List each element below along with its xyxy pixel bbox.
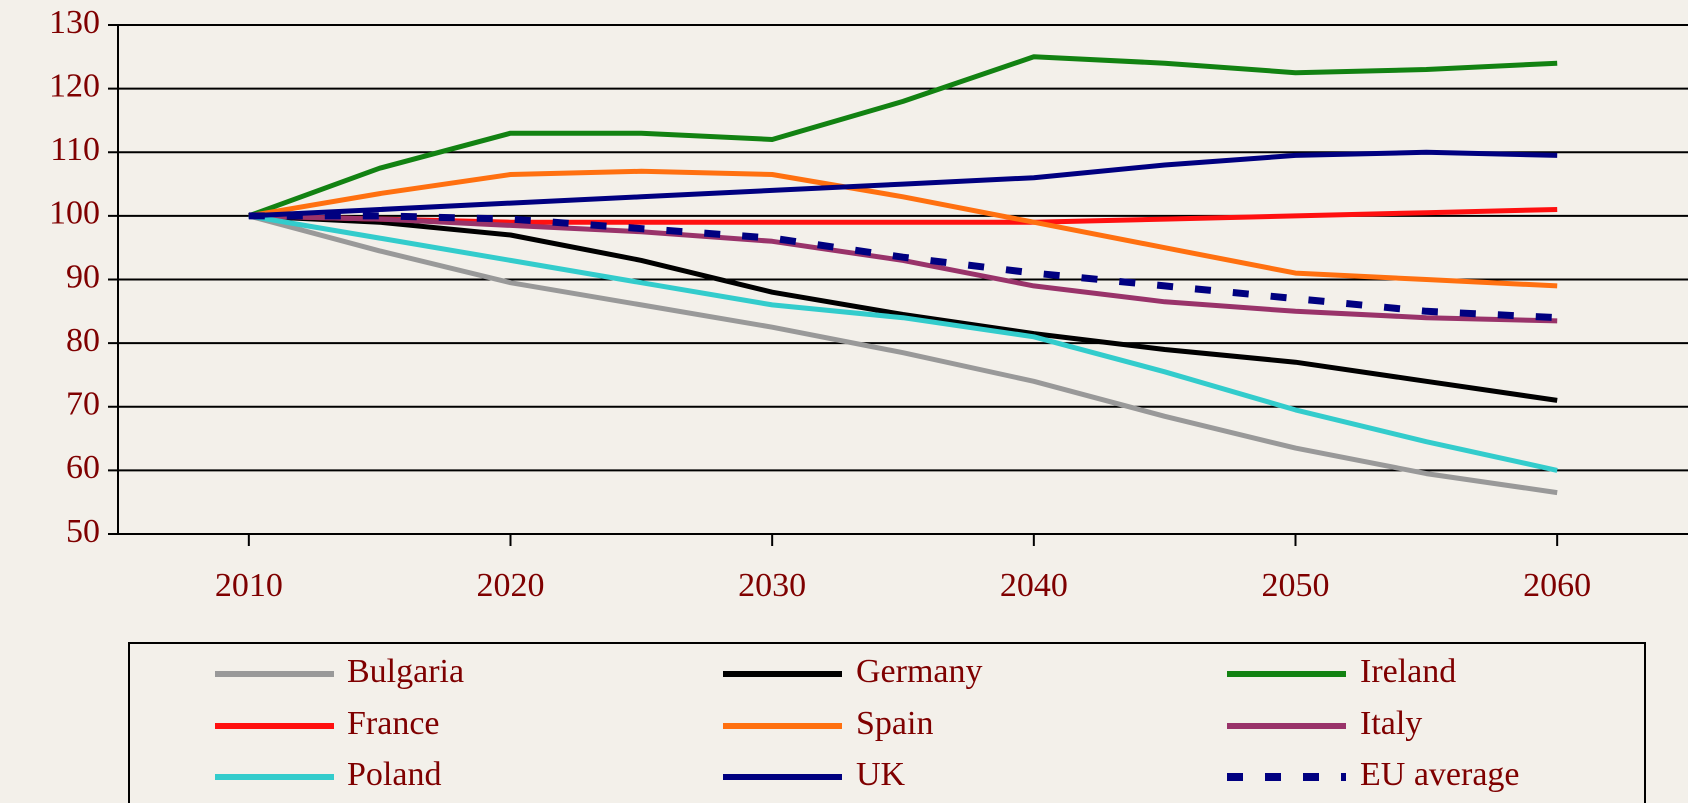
- x-tick-label: 2060: [1523, 567, 1591, 604]
- series-line: [248, 213, 1558, 496]
- legend-label: Poland: [347, 756, 441, 793]
- legend-label: Ireland: [1360, 653, 1456, 690]
- series-line: [248, 212, 1558, 322]
- legend-label: UK: [856, 756, 906, 793]
- x-tick-label: 2040: [1000, 567, 1068, 604]
- y-tick-label: 80: [66, 322, 100, 359]
- y-tick-label: 50: [66, 513, 100, 550]
- y-tick-label: 110: [50, 131, 100, 168]
- legend-label: Germany: [856, 653, 983, 690]
- y-tick-label: 120: [49, 67, 100, 104]
- legend-label: EU average: [1360, 756, 1520, 793]
- y-tick-label: 70: [66, 386, 100, 423]
- x-tick-label: 2050: [1262, 567, 1330, 604]
- legend-label: Italy: [1360, 705, 1422, 742]
- series-line: [248, 213, 1558, 403]
- y-tick-label: 60: [66, 449, 100, 486]
- series-line: [248, 168, 1558, 289]
- legend-label: Bulgaria: [347, 653, 464, 690]
- y-tick-label: 130: [49, 4, 100, 41]
- x-tick-label: 2030: [738, 567, 806, 604]
- series-line: [247, 54, 1558, 219]
- x-tick-label: 2010: [215, 567, 283, 604]
- y-tick-label: 90: [66, 258, 100, 295]
- x-tick-label: 2020: [477, 567, 545, 604]
- legend-label: Spain: [856, 705, 933, 742]
- series-line: [248, 149, 1558, 219]
- series-line: [248, 213, 1558, 473]
- legend-box: [128, 642, 1646, 803]
- y-tick-label: 100: [49, 195, 100, 232]
- legend-label: France: [347, 705, 440, 742]
